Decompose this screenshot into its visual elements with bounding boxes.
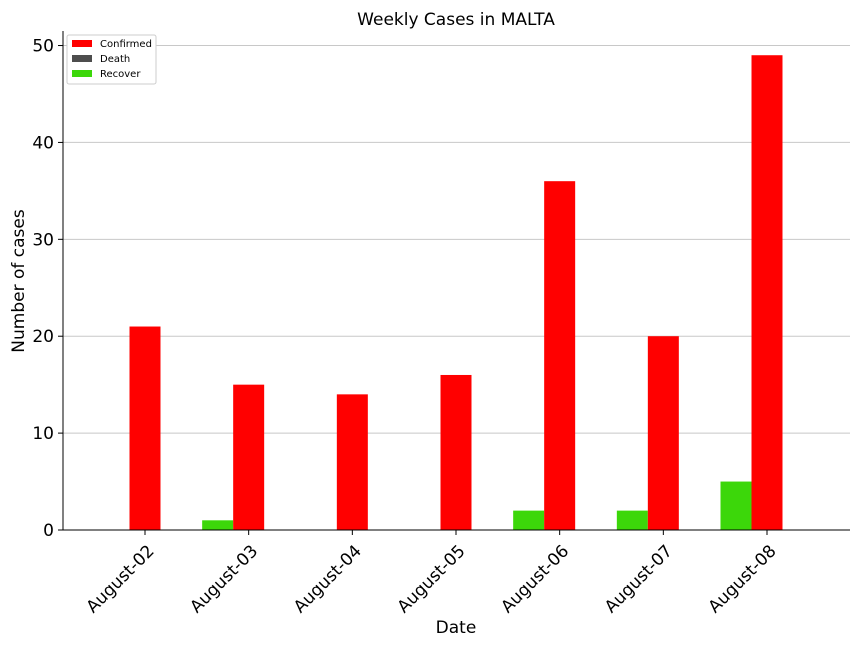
y-tick-label: 30 — [32, 230, 54, 250]
legend-swatch-recover — [72, 70, 92, 77]
legend-label-confirmed: Confirmed — [100, 39, 152, 50]
x-tick-label: August-04 — [290, 541, 366, 617]
x-tick-label: August-02 — [83, 541, 159, 617]
legend: Confirmed Death Recover — [66, 34, 157, 85]
bar-confirmed — [647, 336, 679, 530]
legend-label-recover: Recover — [100, 69, 141, 80]
legend-swatch-death — [72, 55, 92, 62]
bar-recover — [202, 520, 234, 530]
bar-confirmed — [751, 55, 783, 531]
chart-title: Weekly Cases in MALTA — [357, 10, 555, 30]
y-tick-label: 0 — [43, 521, 54, 541]
x-tick-label: August-06 — [497, 541, 573, 617]
y-tick-label: 10 — [32, 424, 54, 444]
x-tick-label: August-07 — [601, 541, 677, 617]
bar-confirmed — [129, 326, 161, 530]
bar-recover — [720, 481, 752, 530]
y-tick-label: 40 — [32, 133, 54, 153]
bar-confirmed — [336, 394, 368, 530]
bar-recover — [513, 510, 545, 530]
x-tick-label: August-05 — [394, 541, 470, 617]
bar-recover — [616, 510, 648, 530]
y-axis-label: Number of cases — [9, 209, 29, 353]
x-tick-label: August-08 — [705, 541, 781, 617]
y-tick-label: 50 — [32, 37, 54, 57]
legend-swatch-confirmed — [72, 40, 92, 47]
y-tick-label: 20 — [32, 327, 54, 347]
grid-lines — [63, 45, 850, 434]
x-axis-label: Date — [436, 618, 477, 638]
bar-confirmed — [233, 384, 265, 530]
bar-confirmed — [440, 374, 472, 530]
y-ticks: 0 10 20 30 40 50 — [32, 37, 63, 541]
x-ticks: August-02 August-03 August-04 August-05 Augu… — [83, 530, 781, 617]
x-tick-label: August-03 — [186, 541, 262, 617]
bar-confirmed — [544, 181, 576, 531]
bars — [129, 55, 783, 531]
legend-label-death: Death — [100, 54, 130, 65]
